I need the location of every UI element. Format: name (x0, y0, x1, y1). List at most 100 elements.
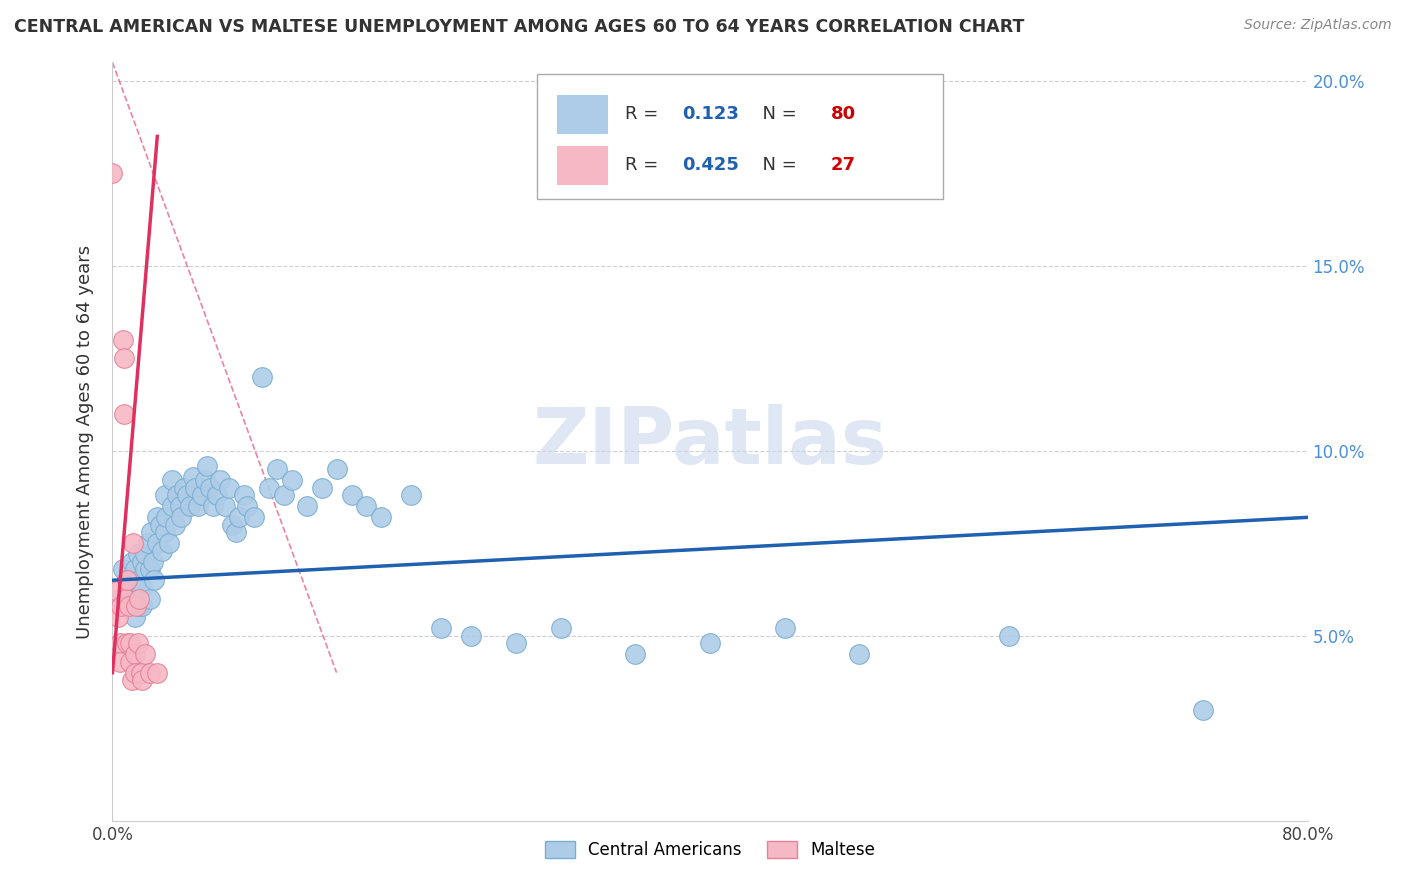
Point (117, 636, 139, 650)
Point (117, 573, 139, 587)
Point (128, 599, 150, 614)
Point (149, 517, 172, 532)
Point (143, 573, 166, 587)
Text: N =: N = (751, 156, 803, 174)
Point (131, 673, 153, 687)
Point (111, 562, 134, 576)
Point (370, 510, 392, 524)
Point (129, 665, 152, 680)
Point (225, 525, 247, 540)
Point (773, 621, 796, 635)
Point (139, 665, 162, 680)
Point (281, 474, 304, 488)
Point (624, 647, 647, 661)
Point (311, 481, 333, 495)
Point (134, 647, 156, 661)
Point (195, 458, 218, 473)
Point (115, 591, 138, 606)
Point (550, 621, 572, 635)
Point (848, 647, 870, 661)
Text: 27: 27 (831, 156, 856, 174)
Point (114, 407, 135, 421)
Point (153, 488, 176, 502)
Point (266, 462, 288, 476)
Point (117, 573, 139, 587)
Point (236, 500, 259, 514)
Point (124, 647, 146, 661)
Point (218, 481, 240, 495)
Point (295, 500, 318, 514)
Point (194, 474, 217, 488)
Point (198, 481, 221, 495)
Bar (557, 95, 607, 133)
Point (998, 629, 1021, 643)
Text: R =: R = (626, 105, 664, 123)
Point (105, 584, 128, 599)
Point (187, 500, 209, 514)
Point (166, 488, 188, 502)
Point (153, 525, 176, 540)
Text: ZIPatlas: ZIPatlas (533, 403, 887, 480)
Point (141, 525, 163, 540)
Point (173, 481, 195, 495)
Point (125, 599, 148, 614)
Point (155, 510, 177, 524)
Point (243, 510, 266, 524)
Point (108, 655, 131, 669)
Point (111, 333, 134, 347)
Point (124, 562, 146, 576)
Point (138, 536, 160, 550)
Point (125, 591, 148, 606)
Point (128, 591, 150, 606)
Point (165, 517, 187, 532)
Point (139, 562, 162, 576)
Point (134, 562, 156, 576)
Point (170, 510, 193, 524)
Point (121, 673, 143, 687)
Point (107, 610, 129, 624)
Text: Source: ZipAtlas.com: Source: ZipAtlas.com (1244, 18, 1392, 32)
Point (233, 488, 256, 502)
Point (117, 599, 139, 614)
Point (134, 547, 156, 561)
Point (108, 591, 131, 606)
Point (139, 591, 162, 606)
Point (108, 636, 131, 650)
Point (183, 481, 205, 495)
Point (214, 500, 236, 514)
Point (179, 500, 201, 514)
Point (127, 636, 149, 650)
Point (340, 488, 363, 502)
Legend: Central Americans, Maltese: Central Americans, Maltese (538, 834, 882, 865)
Point (205, 488, 228, 502)
Point (1192, 703, 1215, 717)
Point (118, 599, 141, 614)
Point (124, 665, 146, 680)
Point (110, 599, 132, 614)
FancyBboxPatch shape (537, 74, 943, 199)
Point (114, 351, 135, 366)
Text: 80: 80 (831, 105, 856, 123)
Point (201, 500, 224, 514)
Point (430, 621, 453, 635)
Point (142, 555, 165, 569)
Point (191, 488, 214, 502)
Point (131, 581, 153, 595)
Point (120, 584, 142, 599)
Point (122, 536, 145, 550)
Point (146, 510, 169, 524)
Point (121, 555, 143, 569)
Point (146, 536, 169, 550)
Point (120, 655, 142, 669)
Point (505, 636, 527, 650)
Point (124, 610, 146, 624)
Point (120, 636, 142, 650)
Point (176, 488, 198, 502)
Point (146, 665, 169, 680)
Point (162, 474, 183, 488)
Y-axis label: Unemployment Among Ages 60 to 64 years: Unemployment Among Ages 60 to 64 years (76, 244, 94, 639)
Text: R =: R = (626, 156, 664, 174)
Point (273, 488, 295, 502)
Point (162, 500, 183, 514)
Point (128, 573, 150, 587)
